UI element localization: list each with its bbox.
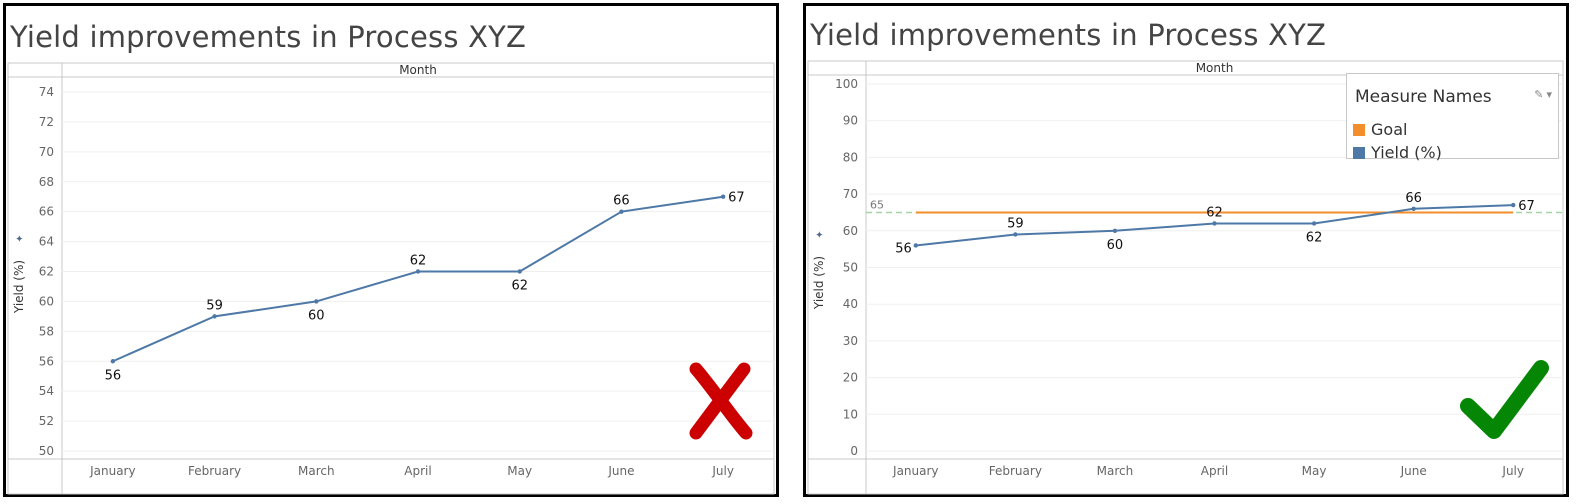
x-tick-label: July <box>1501 464 1524 478</box>
goal-swatch-icon <box>1353 124 1365 136</box>
line-chart: Month Yield (%) ✦ 50 52 54 56 58 60 62 64 66 68 70 72 7… <box>7 62 775 495</box>
y-tick-label: 54 <box>39 384 54 398</box>
y-tick-label: 40 <box>843 297 858 311</box>
data-label: 60 <box>308 308 325 323</box>
y-tick-label: 30 <box>843 334 858 348</box>
data-label: 66 <box>613 194 630 209</box>
legend-label: Yield (%) <box>1371 143 1442 162</box>
y-tick-label: 90 <box>843 114 858 128</box>
legend-item-yield[interactable]: Yield (%) <box>1353 143 1442 162</box>
y-tick-label: 56 <box>39 354 54 368</box>
data-label: 62 <box>511 279 528 294</box>
chart-title: Yield improvements in Process XYZ <box>10 20 527 54</box>
y-tick-label: 60 <box>39 294 54 308</box>
pin-icon: ✦ <box>15 234 26 242</box>
chart-title: Yield improvements in Process XYZ <box>810 18 1327 52</box>
y-tick-label: 50 <box>843 261 858 275</box>
x-tick-label: June <box>607 464 634 478</box>
x-tick-label: April <box>1201 464 1228 478</box>
y-tick-label: 72 <box>39 115 54 129</box>
data-label: 59 <box>1007 216 1024 231</box>
legend-title: Measure Names <box>1355 87 1492 107</box>
data-point <box>314 299 319 304</box>
legend-menu-icon[interactable]: ✎ ▾ <box>1534 89 1552 101</box>
cross-icon <box>689 362 753 440</box>
data-label: 62 <box>1206 205 1223 220</box>
legend-item-goal[interactable]: Goal <box>1353 120 1407 139</box>
data-point <box>1311 221 1317 226</box>
y-tick-label: 20 <box>843 371 858 385</box>
x-tick-label: July <box>711 464 734 478</box>
data-point <box>1212 221 1217 226</box>
data-point <box>212 314 217 319</box>
y-tick-label: 66 <box>39 205 54 219</box>
data-point <box>415 269 421 274</box>
y-tick-label: 74 <box>39 85 54 99</box>
data-point <box>1411 206 1416 211</box>
y-tick-label: 62 <box>39 265 54 279</box>
data-point <box>1112 228 1118 233</box>
y-tick-label: 52 <box>39 414 54 428</box>
x-tick-label: February <box>989 464 1042 478</box>
y-tick-label: 80 <box>843 150 858 164</box>
x-tick-label: January <box>892 464 939 478</box>
data-point <box>913 243 918 248</box>
x-tick-label: May <box>507 464 532 478</box>
data-label: 67 <box>1518 199 1535 214</box>
data-point <box>1511 202 1516 208</box>
data-label: 60 <box>1107 238 1124 253</box>
column-header: Month <box>1196 61 1234 75</box>
data-label: 62 <box>1306 230 1323 245</box>
checkmark-icon <box>1460 360 1549 439</box>
data-point <box>1013 232 1018 237</box>
x-tick-label: April <box>404 464 431 478</box>
y-tick-label: 50 <box>39 444 54 458</box>
y-tick-label: 58 <box>39 324 54 338</box>
y-tick-label: 60 <box>843 224 858 238</box>
yield-line <box>112 195 724 363</box>
data-point <box>517 269 522 274</box>
data-label: 56 <box>895 241 912 256</box>
data-point <box>110 359 116 364</box>
x-tick-label: June <box>1400 464 1427 478</box>
y-tick-label: 10 <box>843 407 858 421</box>
x-tick-label: February <box>188 464 241 478</box>
legend[interactable]: Measure Names ✎ ▾ Goal Yield (%) <box>1346 73 1559 162</box>
y-tick-label: 0 <box>850 444 858 458</box>
data-label: 66 <box>1405 191 1422 206</box>
y-axis-title: Yield (%) <box>812 256 826 310</box>
y-tick-label: 64 <box>39 235 54 249</box>
data-label: 67 <box>728 191 745 206</box>
y-tick-label: 70 <box>843 187 858 201</box>
x-tick-label: January <box>89 464 136 478</box>
column-header: Month <box>399 63 437 77</box>
chart-frame <box>807 60 1564 495</box>
data-point <box>619 209 624 214</box>
chart-frame <box>7 62 775 495</box>
x-tick-label: March <box>298 464 335 478</box>
y-tick-label: 100 <box>835 77 858 91</box>
chart-panel-misleading: Yield improvements in Process XYZ Month Y… <box>3 3 779 497</box>
data-point <box>720 194 726 199</box>
line-chart: Month Yield (%) ✦ 0 10 20 30 40 50 60 70 80 90 100 Jan… <box>807 60 1564 495</box>
pin-icon: ✦ <box>815 230 826 238</box>
chart-panel-correct: Yield improvements in Process XYZ Month Y… <box>803 3 1569 497</box>
data-label: 59 <box>206 298 223 313</box>
y-tick-label: 68 <box>39 175 54 189</box>
data-label: 56 <box>105 368 122 383</box>
x-tick-label: May <box>1302 464 1327 478</box>
y-axis-title: Yield (%) <box>12 260 26 314</box>
yield-swatch-icon <box>1353 147 1365 159</box>
x-tick-label: March <box>1097 464 1134 478</box>
reference-line-label: 65 <box>870 198 884 211</box>
data-label: 62 <box>410 254 427 269</box>
legend-label: Goal <box>1371 120 1408 139</box>
y-tick-label: 70 <box>39 145 54 159</box>
